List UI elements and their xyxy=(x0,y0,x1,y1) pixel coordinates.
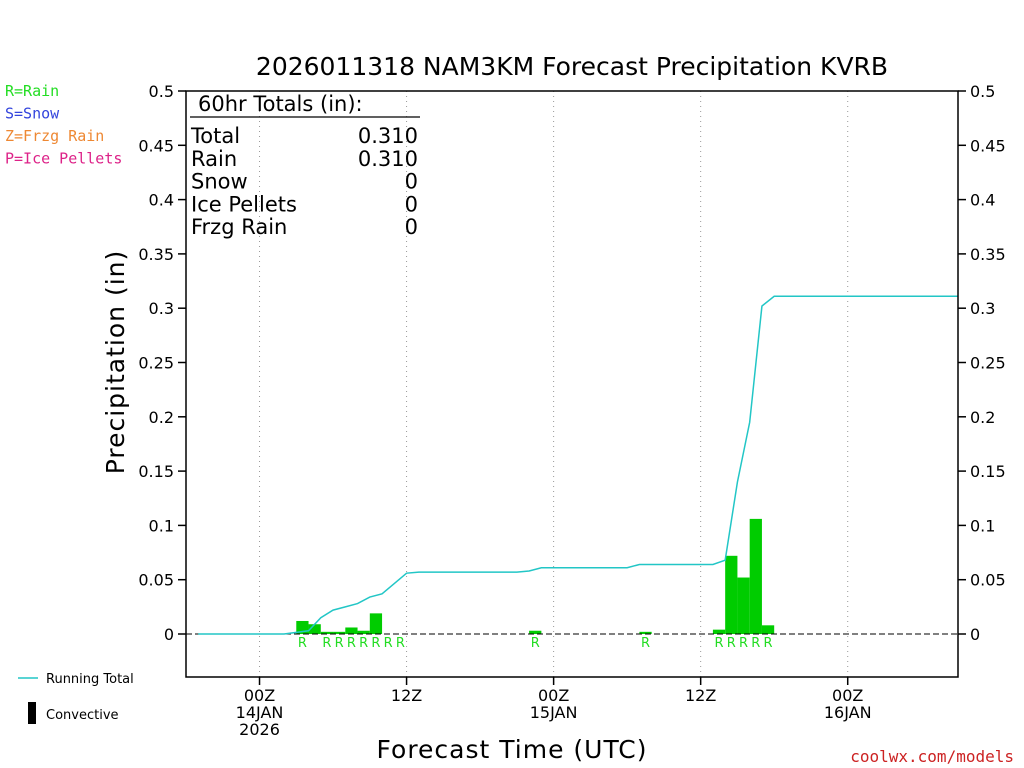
precip-bar xyxy=(712,629,726,634)
totals-row-label: Ice Pellets xyxy=(191,192,297,216)
ptype-marker: R xyxy=(727,636,736,651)
y-axis-label: Precipitation (in) xyxy=(101,250,130,475)
x-tick-label: 00Z xyxy=(832,686,863,705)
convective-key-swatch xyxy=(28,702,36,724)
totals-row-value: 0 xyxy=(405,215,418,239)
y-tick-label: 0.5 xyxy=(149,82,174,101)
ptype-marker: R xyxy=(322,636,331,651)
precip-bar xyxy=(737,577,750,634)
legend-entry: Z=Frzg Rain xyxy=(5,127,104,145)
key: Running Total Convective xyxy=(18,672,134,724)
x-tick-label: 12Z xyxy=(685,686,716,705)
y-tick-label-right: 0.35 xyxy=(970,245,1006,264)
y-tick-label-right: 0.3 xyxy=(970,299,995,318)
y-tick-label: 0.3 xyxy=(149,299,174,318)
ptype-marker: R xyxy=(335,636,344,651)
y-axis-right: 0 0.05 0.1 0.15 0.2 0.25 0.3 0.35 0.4 0.45 0.5 xyxy=(958,82,1006,644)
ptype-marker: R xyxy=(347,636,356,651)
legend-entry: P=Ice Pellets xyxy=(5,150,122,168)
x-tick-label: 00Z xyxy=(244,686,275,705)
totals-heading: 60hr Totals (in): xyxy=(198,92,363,116)
x-tick-label: 14JAN xyxy=(236,703,284,722)
ptype-marker: R xyxy=(371,636,380,651)
y-tick-label: 0.1 xyxy=(149,516,174,535)
ptype-marker: R xyxy=(384,636,393,651)
y-tick-label: 0 xyxy=(164,625,174,644)
site-credit: coolwx.com/models xyxy=(850,747,1014,766)
totals-row-value: 0 xyxy=(405,170,418,194)
y-tick-label: 0.2 xyxy=(149,408,174,427)
precip-bar xyxy=(345,627,358,634)
y-tick-label-right: 0.25 xyxy=(970,354,1006,373)
x-tick-label: 15JAN xyxy=(530,703,578,722)
totals-box: 60hr Totals (in): Total 0.310 Rain 0.310 Snow… xyxy=(190,92,420,239)
y-tick-label-right: 0.15 xyxy=(970,462,1006,481)
ptype-marker: R xyxy=(531,636,540,651)
legend-entry: R=Rain xyxy=(5,82,59,100)
totals-row-value: 0.310 xyxy=(358,147,418,171)
ptype-marker: R xyxy=(359,636,368,651)
plot-frame xyxy=(185,90,959,678)
x-tick-label: 12Z xyxy=(391,686,422,705)
y-tick-label: 0.4 xyxy=(149,191,174,210)
x-tick-label: 16JAN xyxy=(824,703,872,722)
y-tick-label-right: 0.5 xyxy=(970,82,995,101)
legend-entry: S=Snow xyxy=(5,105,60,123)
ptype-marker: R xyxy=(751,636,760,651)
y-tick-label-right: 0.45 xyxy=(970,136,1006,155)
ptype-legend: R=Rain S=Snow Z=Frzg Rain P=Ice Pellets xyxy=(5,82,122,168)
y-tick-label: 0.25 xyxy=(138,354,174,373)
y-tick-label: 0.15 xyxy=(138,462,174,481)
precip-bar xyxy=(333,631,346,634)
y-tick-label-right: 0 xyxy=(970,625,980,644)
precip-bar xyxy=(529,630,542,634)
convective-key-label: Convective xyxy=(46,708,119,723)
ptype-marker: R xyxy=(396,636,405,651)
totals-row-label: Frzg Rain xyxy=(191,215,287,239)
precip-bar xyxy=(725,555,738,634)
precip-bar xyxy=(308,624,321,634)
precip-bar xyxy=(761,625,775,634)
bars xyxy=(296,518,775,634)
ptype-marker: R xyxy=(739,636,748,651)
precip-bar xyxy=(639,631,652,634)
y-tick-label: 0.05 xyxy=(138,571,174,590)
ptype-marker: R xyxy=(715,636,724,651)
y-tick-label-right: 0.05 xyxy=(970,571,1006,590)
running-total-key-label: Running Total xyxy=(46,672,134,687)
totals-row-value: 0.310 xyxy=(358,124,418,148)
precip-bar xyxy=(357,630,370,634)
precip-bar xyxy=(320,631,334,634)
x-tick-label: 2026 xyxy=(239,720,280,739)
ptype-marker: R xyxy=(298,636,307,651)
precip-bar xyxy=(369,613,383,634)
ptype-marker: R xyxy=(641,636,650,651)
y-tick-label: 0.45 xyxy=(138,136,174,155)
ptype-marker: R xyxy=(764,636,773,651)
totals-row-label: Snow xyxy=(191,170,248,194)
totals-row-value: 0 xyxy=(405,192,418,216)
y-tick-label-right: 0.2 xyxy=(970,408,995,427)
totals-row-label: Rain xyxy=(191,147,237,171)
x-tick-label: 00Z xyxy=(538,686,569,705)
x-axis-label: Forecast Time (UTC) xyxy=(377,735,648,764)
y-tick-label-right: 0.1 xyxy=(970,516,995,535)
totals-row-label: Total xyxy=(190,124,240,148)
y-axis-left: 0 0.05 0.1 0.15 0.2 0.25 0.3 0.35 0.4 0.45 0.5 xyxy=(138,82,186,644)
precip-bar xyxy=(749,518,762,634)
y-tick-label-right: 0.4 xyxy=(970,191,995,210)
y-tick-label: 0.35 xyxy=(138,245,174,264)
chart-title: 2026011318 NAM3KM Forecast Precipitation… xyxy=(256,52,888,81)
running-total-line xyxy=(198,295,958,635)
